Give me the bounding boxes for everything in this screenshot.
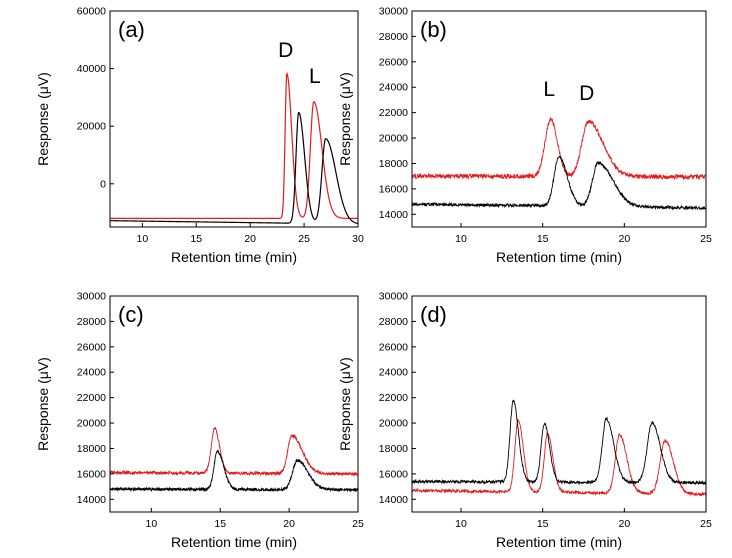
x-tick-label: 20	[244, 233, 256, 245]
y-tick-label: 26000	[379, 56, 408, 68]
y-tick-label: 14000	[379, 209, 408, 221]
peak-annotation: D	[579, 82, 594, 105]
x-axis-label: Retention time (min)	[496, 249, 622, 265]
y-tick-label: 14000	[379, 494, 408, 506]
y-tick-label: 60000	[77, 6, 106, 18]
chart-panel-3: 14000 16000 18000 20000 22000 24000 26000 28000…	[337, 291, 712, 551]
x-tick-label: 25	[352, 518, 364, 530]
x-tick-label: 10	[137, 233, 149, 245]
x-tick-label: 15	[537, 233, 549, 245]
y-tick-label: 20000	[77, 418, 106, 430]
x-tick-label: 20	[618, 233, 630, 245]
series-line-3-0	[412, 418, 706, 497]
y-tick-label: 18000	[77, 443, 106, 455]
series-line-0-0	[110, 71, 358, 219]
panel-label: (a)	[118, 17, 145, 42]
y-axis-label: Response (μV)	[337, 357, 353, 451]
y-tick-label: 26000	[77, 341, 106, 353]
y-tick-label: 26000	[379, 341, 408, 353]
series-line-0-1	[110, 111, 358, 225]
x-tick-label: 30	[352, 233, 364, 245]
y-tick-label: 0	[100, 178, 106, 190]
y-tick-label: 28000	[379, 31, 408, 43]
peak-annotation: D	[278, 39, 293, 62]
y-tick-label: 18000	[379, 158, 408, 170]
y-tick-label: 22000	[379, 392, 408, 404]
x-tick-label: 10	[145, 518, 157, 530]
y-tick-label: 30000	[379, 291, 408, 303]
y-tick-label: 20000	[379, 133, 408, 145]
y-tick-label: 22000	[379, 107, 408, 119]
y-tick-label: 22000	[77, 392, 106, 404]
y-tick-label: 16000	[379, 468, 408, 480]
chart-panel-0: 0 20000 40000 60000 10 15 20 25 30 Retention time…	[35, 6, 364, 266]
x-axis-label: Retention time (min)	[496, 534, 622, 550]
y-axis-label: Response (μV)	[35, 72, 51, 166]
y-tick-label: 16000	[379, 183, 408, 195]
y-tick-label: 20000	[77, 121, 106, 133]
plot-frame	[411, 295, 707, 513]
series-line-2-0	[110, 426, 358, 477]
y-tick-label: 18000	[379, 443, 408, 455]
y-tick-label: 30000	[77, 291, 106, 303]
y-tick-label: 16000	[77, 468, 106, 480]
plot-frame	[411, 10, 707, 228]
y-axis-label: Response (μV)	[337, 72, 353, 166]
plot-frame	[109, 295, 359, 513]
x-tick-label: 10	[455, 518, 467, 530]
series-line-1-1	[412, 155, 706, 211]
y-axis-label: Response (μV)	[35, 357, 51, 451]
x-tick-label: 25	[700, 518, 712, 530]
panel-label: (d)	[420, 302, 447, 327]
series-line-1-0	[412, 117, 706, 181]
y-tick-label: 24000	[379, 367, 408, 379]
x-axis-label: Retention time (min)	[171, 534, 297, 550]
y-tick-label: 28000	[379, 316, 408, 328]
chart-panel-2: 14000 16000 18000 20000 22000 24000 26000 28000…	[35, 291, 364, 551]
x-tick-label: 10	[455, 233, 467, 245]
series-line-3-1	[412, 399, 706, 486]
plot-frame	[109, 10, 359, 228]
x-tick-label: 25	[298, 233, 310, 245]
series-line-2-1	[110, 449, 358, 493]
x-tick-label: 15	[214, 518, 226, 530]
y-tick-label: 24000	[77, 367, 106, 379]
x-tick-label: 15	[190, 233, 202, 245]
y-tick-label: 24000	[379, 82, 408, 94]
y-tick-label: 30000	[379, 6, 408, 18]
x-tick-label: 25	[700, 233, 712, 245]
x-tick-label: 20	[283, 518, 295, 530]
x-axis-label: Retention time (min)	[171, 249, 297, 265]
chart-panel-1: 14000 16000 18000 20000 22000 24000 26000 28000…	[337, 6, 712, 266]
panel-label: (c)	[118, 302, 144, 327]
panel-label: (b)	[420, 17, 447, 42]
x-tick-label: 15	[537, 518, 549, 530]
x-tick-label: 20	[618, 518, 630, 530]
peak-annotation: L	[309, 65, 321, 88]
peak-annotation: L	[543, 78, 555, 101]
y-tick-label: 20000	[379, 418, 408, 430]
y-tick-label: 14000	[77, 494, 106, 506]
y-tick-label: 40000	[77, 63, 106, 75]
y-tick-label: 28000	[77, 316, 106, 328]
